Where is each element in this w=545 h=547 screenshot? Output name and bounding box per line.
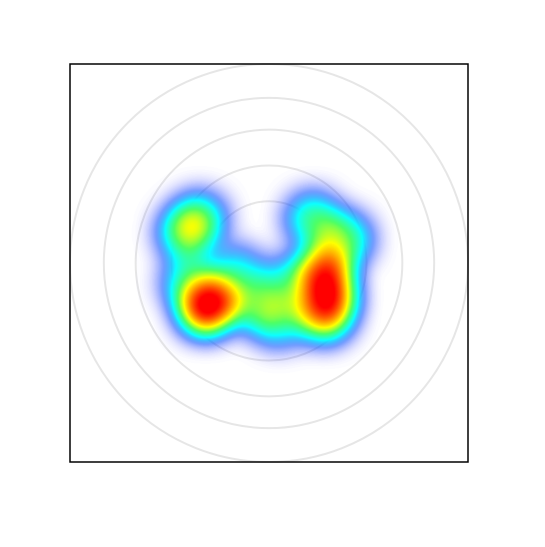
ring [69, 63, 469, 463]
density-point [163, 256, 216, 309]
ring [134, 128, 404, 398]
ring [170, 164, 368, 362]
density-point [211, 246, 264, 299]
density-point [173, 193, 226, 246]
density-point [252, 294, 305, 347]
plot-frame [69, 63, 469, 463]
rings [69, 63, 469, 463]
ring [102, 96, 436, 430]
density-point [298, 288, 351, 341]
density-layer [159, 193, 371, 347]
density-point [318, 213, 371, 266]
